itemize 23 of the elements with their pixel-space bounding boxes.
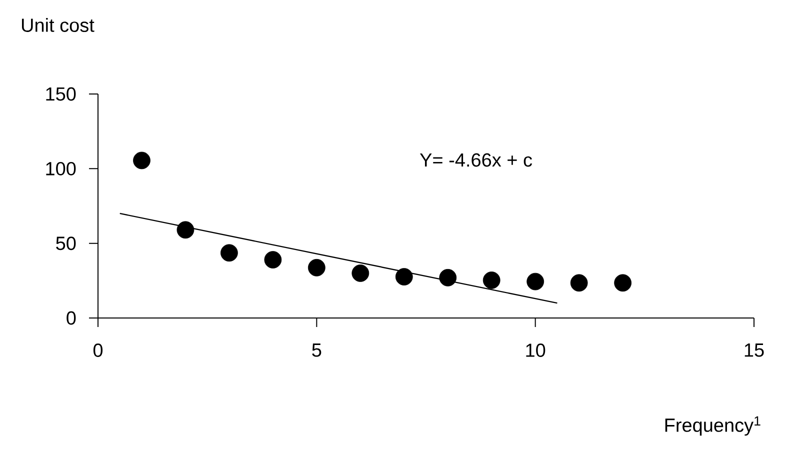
point — [614, 274, 632, 292]
y-axis-title: Unit cost — [22, 18, 94, 32]
point — [308, 258, 326, 276]
point — [264, 251, 282, 268]
point — [482, 272, 500, 289]
x-tick-label: 15 — [744, 344, 764, 357]
x-tick-label: 5 — [312, 344, 322, 357]
annotation: Y= -4.66x + c — [420, 153, 532, 167]
point — [352, 264, 370, 282]
point — [133, 152, 150, 170]
point — [526, 272, 544, 290]
point — [220, 244, 238, 262]
y-tick-label: 0 — [66, 311, 76, 325]
y-tick-label: 100 — [46, 162, 76, 176]
point — [439, 268, 457, 286]
y-tick-label: 150 — [46, 87, 76, 101]
point — [570, 274, 588, 292]
x-tick-label: 10 — [526, 344, 546, 357]
point — [395, 268, 413, 286]
x-tick-label: 0 — [93, 344, 103, 357]
y-tick-label: 50 — [56, 236, 76, 250]
point — [176, 221, 194, 239]
x-axis-title: Frequency$^{1}$ — [665, 416, 760, 436]
